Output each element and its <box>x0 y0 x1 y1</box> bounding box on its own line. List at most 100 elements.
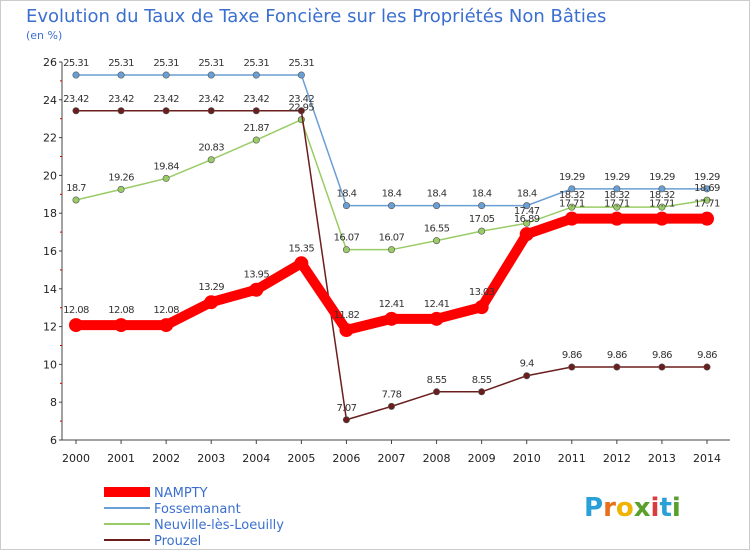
data-label: 19.29 <box>559 172 585 183</box>
data-point <box>342 416 350 424</box>
data-point <box>117 185 125 193</box>
data-point <box>658 363 666 371</box>
data-point <box>658 203 666 211</box>
data-label: 17.47 <box>514 206 540 217</box>
data-label: 9.86 <box>562 350 582 361</box>
data-point <box>252 107 260 115</box>
logo-text: Proxiti <box>584 493 681 523</box>
data-point <box>72 71 80 79</box>
x-tick-label: 2012 <box>603 452 631 465</box>
data-point <box>658 185 666 193</box>
data-label: 25.31 <box>63 58 89 69</box>
data-label: 12.08 <box>63 305 89 316</box>
data-point <box>654 211 669 226</box>
x-tick-label: 2011 <box>558 452 586 465</box>
data-label: 23.42 <box>198 94 224 105</box>
data-label: 17.71 <box>649 199 675 210</box>
legend-label: Prouzel <box>154 534 201 549</box>
data-point <box>297 107 305 115</box>
chart-subtitle: (en %) <box>26 29 62 42</box>
x-tick-label: 2013 <box>648 452 676 465</box>
data-label: 13.95 <box>243 270 269 281</box>
data-point <box>613 363 621 371</box>
data-point <box>162 107 170 115</box>
data-point <box>72 196 80 204</box>
data-point <box>207 156 215 164</box>
series-layer <box>69 71 714 424</box>
logo-letter: r <box>603 493 616 523</box>
data-label: 19.29 <box>694 172 720 183</box>
y-tick-label: 6 <box>50 434 57 447</box>
logo-letter: P <box>584 493 603 523</box>
data-label: 16.07 <box>334 233 360 244</box>
x-tick-label: 2014 <box>693 452 721 465</box>
data-point <box>339 323 354 338</box>
data-label: 17.71 <box>559 199 585 210</box>
data-point <box>72 107 80 115</box>
data-point <box>703 363 711 371</box>
x-tick-label: 2001 <box>107 452 135 465</box>
data-label: 20.83 <box>198 143 224 154</box>
legend-label: NAMPTY <box>154 486 208 501</box>
data-point <box>252 136 260 144</box>
data-point <box>478 227 486 235</box>
data-label: 18.4 <box>382 189 402 200</box>
data-point <box>478 388 486 396</box>
data-point <box>162 174 170 182</box>
y-tick-label: 16 <box>43 245 57 258</box>
data-label: 13.03 <box>469 287 495 298</box>
data-label: 18.4 <box>336 189 356 200</box>
data-label: 25.31 <box>153 58 179 69</box>
y-tick-label: 26 <box>43 56 57 69</box>
y-tick-label: 8 <box>50 396 57 409</box>
data-label: 8.55 <box>427 375 447 386</box>
data-point <box>159 318 174 333</box>
data-point <box>387 202 395 210</box>
data-point <box>433 388 441 396</box>
data-point <box>114 318 129 333</box>
data-point <box>523 219 531 227</box>
legend-label: Fossemanant <box>154 502 241 517</box>
data-point <box>384 311 399 326</box>
data-point <box>703 185 711 193</box>
data-point <box>523 202 531 210</box>
data-point <box>609 211 624 226</box>
data-point <box>342 202 350 210</box>
x-tick-label: 2002 <box>152 452 180 465</box>
logo-letter: i <box>672 493 681 523</box>
proxiti-logo: Proxiti <box>584 493 681 523</box>
y-tick-label: 18 <box>43 207 57 220</box>
data-point <box>204 295 219 310</box>
axes: 6 8 10 12 14 16 18 20 22 24 26 2000 2001 2002 2003 2004… <box>43 56 730 465</box>
data-point <box>568 185 576 193</box>
data-label: 25.31 <box>289 58 315 69</box>
data-label: 12.41 <box>379 299 405 310</box>
data-label: 19.84 <box>153 161 179 172</box>
data-point <box>429 311 444 326</box>
data-label: 23.42 <box>289 94 315 105</box>
data-label: 16.89 <box>514 214 540 225</box>
data-label: 19.26 <box>108 172 134 183</box>
data-point <box>117 71 125 79</box>
data-label: 25.31 <box>198 58 224 69</box>
y-tick-label: 24 <box>43 94 57 107</box>
data-labels: 12.08 12.08 12.08 13.29 13.95 15.35 11.82 12.41… <box>63 58 720 414</box>
data-label: 17.71 <box>694 199 720 210</box>
data-label: 16.07 <box>379 233 405 244</box>
data-point <box>249 282 264 297</box>
data-label: 23.42 <box>63 94 89 105</box>
data-label: 16.55 <box>424 224 450 235</box>
data-point <box>703 196 711 204</box>
data-label: 18.4 <box>517 189 537 200</box>
x-tick-label: 2010 <box>513 452 541 465</box>
logo-letter: t <box>659 493 671 523</box>
data-label: 18.32 <box>559 190 585 201</box>
data-point <box>433 237 441 245</box>
legend: NAMPTYFossemanantNeuville-lès-LoeuillyPr… <box>104 486 284 549</box>
data-point <box>252 71 260 79</box>
data-label: 23.42 <box>153 94 179 105</box>
data-label: 9.4 <box>520 359 534 370</box>
data-label: 19.29 <box>649 172 675 183</box>
data-point <box>387 402 395 410</box>
